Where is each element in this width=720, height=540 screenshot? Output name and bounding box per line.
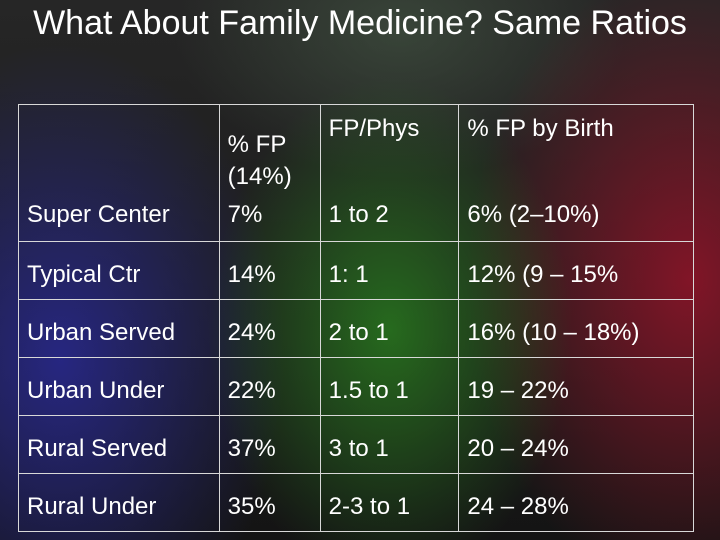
birth-value: 19 – 22% bbox=[458, 357, 694, 416]
birth-value: 20 – 24% bbox=[458, 415, 694, 474]
table-row: Urban Served 24% 2 to 1 16% (10 – 18%) bbox=[18, 299, 694, 358]
ratio-value: 3 to 1 bbox=[319, 415, 460, 474]
ratio-value: 1: 1 bbox=[319, 241, 460, 300]
table-cell-fp: % FP (14%) 7% bbox=[218, 104, 321, 242]
table-row: Rural Served 37% 3 to 1 20 – 24% bbox=[18, 415, 694, 474]
ratio-value: 2-3 to 1 bbox=[319, 473, 460, 532]
row-label: Rural Served bbox=[18, 415, 220, 474]
ratio-value: 1.5 to 1 bbox=[319, 357, 460, 416]
table-row: Rural Under 35% 2-3 to 1 24 – 28% bbox=[18, 473, 694, 532]
header-fp-phys: FP/Phys bbox=[328, 115, 420, 142]
birth-value: 16% (10 – 18%) bbox=[458, 299, 694, 358]
fp-value: 24% bbox=[218, 299, 321, 358]
table-cell-label: Super Center bbox=[18, 104, 220, 242]
birth-value: 24 – 28% bbox=[458, 473, 694, 532]
ratio-value: 1 to 2 bbox=[328, 201, 389, 228]
row-label: Urban Under bbox=[18, 357, 220, 416]
ratios-table: Super Center % FP (14%) 7% FP/Phys 1 to … bbox=[18, 104, 694, 532]
table-row: Urban Under 22% 1.5 to 1 19 – 22% bbox=[18, 357, 694, 416]
row-label: Super Center bbox=[27, 201, 170, 228]
fp-value: 22% bbox=[218, 357, 321, 416]
fp-value: 14% bbox=[218, 241, 321, 300]
table-row: Typical Ctr 14% 1: 1 12% (9 – 15% bbox=[18, 241, 694, 300]
row-label: Rural Under bbox=[18, 473, 220, 532]
table-cell-ratio: FP/Phys 1 to 2 bbox=[319, 104, 460, 242]
header-fp: % FP (14%) bbox=[227, 131, 292, 190]
birth-value: 12% (9 – 15% bbox=[458, 241, 694, 300]
row-label: Typical Ctr bbox=[18, 241, 220, 300]
fp-value: 7% bbox=[227, 201, 263, 228]
row-label: Urban Served bbox=[18, 299, 220, 358]
slide-title: What About Family Medicine? Same Ratios bbox=[33, 4, 687, 42]
header-fp-birth: % FP by Birth bbox=[467, 115, 614, 142]
ratio-value: 2 to 1 bbox=[319, 299, 460, 358]
birth-value: 6% (2–10%) bbox=[467, 201, 600, 228]
table-header-row: Super Center % FP (14%) 7% FP/Phys 1 to … bbox=[18, 104, 694, 242]
fp-value: 35% bbox=[218, 473, 321, 532]
fp-value: 37% bbox=[218, 415, 321, 474]
table-cell-birth: % FP by Birth 6% (2–10%) bbox=[458, 104, 694, 242]
